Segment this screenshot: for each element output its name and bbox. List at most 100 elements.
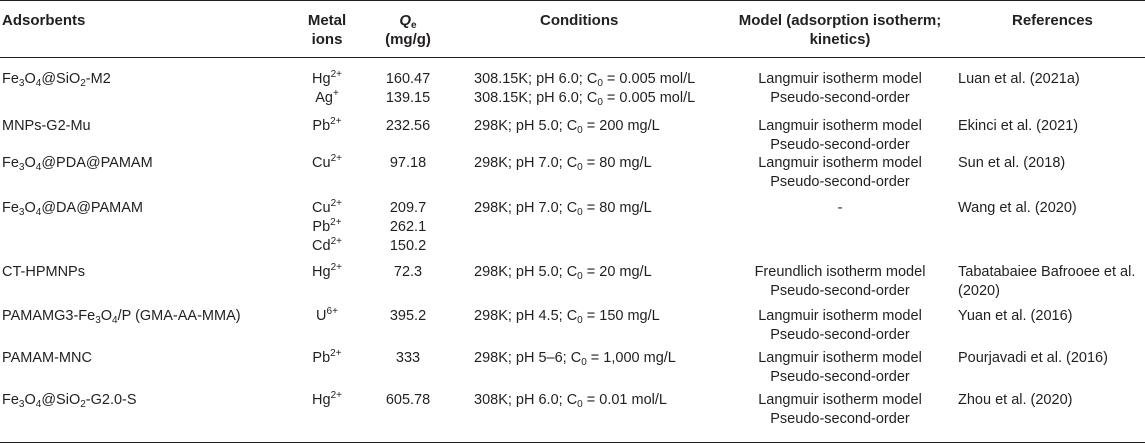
adsorbent-part: O [100, 308, 113, 324]
metal-ion-part: 2+ [330, 153, 342, 164]
metal-ion-part: Pb [312, 350, 331, 366]
conditions-part: = 20 mg/L [582, 264, 652, 280]
reference-cell: Wang et al. (2020) [958, 200, 1077, 216]
metal-ion-part: 2+ [330, 69, 342, 80]
adsorbent-cell: Fe3O4@SiO2-G2.0-S [2, 391, 137, 410]
metal-ion-part: U [316, 308, 327, 324]
metal-ion-part: 2+ [330, 348, 342, 359]
adsorbent-part: @DA@PAMAM [41, 200, 144, 216]
qe-cell: 97.18 [389, 155, 427, 171]
header-adsorbents: Adsorbents [2, 12, 86, 29]
conditions-part: 308.15K; pH 6.0; C [474, 90, 598, 106]
header-metal-ions: Metal ions [302, 11, 352, 49]
header-qe-symbol: Qe [378, 11, 438, 31]
conditions-part: = 1,000 mg/L [586, 350, 676, 366]
metal-ion-cell: Cu2+ [302, 199, 352, 218]
header-model-line1: Model (adsorption isotherm; [738, 12, 942, 29]
adsorbent-part: 3 [18, 162, 25, 173]
metal-ion-cell: Cd2+ [302, 237, 352, 256]
conditions-part: = 0.01 mol/L [582, 392, 667, 408]
conditions-part: 298K; pH 5–6; C [474, 350, 582, 366]
header-metal-ions-line2: ions [311, 31, 343, 48]
metal-ion-part: 2+ [330, 116, 342, 127]
adsorbent-part: 4 [35, 162, 42, 173]
adsorbent-part: Fe [2, 200, 19, 216]
header-model: Model (adsorption isotherm; kinetics) [720, 11, 960, 49]
adsorbent-part: 4 [35, 399, 42, 410]
adsorbent-part: /P (GMA-AA-MMA) [117, 308, 241, 324]
conditions-part: 298K; pH 4.5; C [474, 308, 578, 324]
conditions-part: 298K; pH 5.0; C [474, 264, 578, 280]
metal-ion-part: Cd [312, 238, 331, 254]
model-cell: Langmuir isotherm model [758, 308, 922, 324]
adsorbent-part: O [24, 155, 36, 171]
adsorbent-cell: Fe3O4@DA@PAMAM [2, 199, 143, 218]
metal-ion-part: + [332, 88, 339, 99]
model-cell: Pseudo-second-order [770, 174, 910, 190]
adsorbent-cell: PAMAM-MNC [2, 349, 92, 368]
adsorbent-part: MNPs-G2-Mu [2, 118, 91, 134]
metal-ion-part: Cu [312, 200, 331, 216]
model-cell: - [837, 200, 843, 216]
adsorbent-part: O [24, 392, 36, 408]
qe-cell: 262.1 [389, 219, 427, 235]
qe-subscript: e [411, 20, 417, 31]
qe-cell: 395.2 [389, 308, 427, 324]
model-cell: Langmuir isotherm model [758, 118, 922, 134]
reference-cell: Yuan et al. (2016) [958, 308, 1073, 324]
metal-ion-cell: Pb2+ [302, 349, 352, 368]
model-cell: Langmuir isotherm model [758, 350, 922, 366]
adsorbent-part: 2 [80, 399, 86, 410]
model-cell: Langmuir isotherm model [758, 392, 922, 408]
metal-ion-part: Pb [312, 118, 331, 134]
conditions-part: 0 [597, 78, 603, 89]
metal-ion-part: Cu [312, 155, 331, 171]
conditions-part: 298K; pH 5.0; C [474, 118, 578, 134]
metal-ion-cell: Pb2+ [302, 117, 352, 136]
conditions-part: 0 [577, 271, 583, 282]
header-rule [0, 57, 1145, 58]
adsorbent-part: 4 [35, 207, 42, 218]
metal-ion-cell: Hg2+ [302, 70, 352, 89]
adsorbent-part: 4 [112, 315, 118, 326]
qe-cell: 72.3 [393, 264, 423, 280]
conditions-cell: 308.15K; pH 6.0; C0 = 0.005 mol/L [474, 70, 695, 89]
adsorbent-cell: PAMAMG3-Fe3O4/P (GMA-AA-MMA) [2, 307, 241, 326]
metal-ion-cell: Ag+ [302, 89, 352, 108]
model-cell: Pseudo-second-order [770, 327, 910, 343]
qe-cell: 139.15 [385, 90, 431, 106]
conditions-cell: 298K; pH 5–6; C0 = 1,000 mg/L [474, 349, 676, 368]
reference-cell: Sun et al. (2018) [958, 155, 1066, 171]
metal-ion-part: 6+ [326, 306, 338, 317]
model-cell: Pseudo-second-order [770, 90, 910, 106]
qe-cell: 333 [395, 350, 421, 366]
conditions-part: = 0.005 mol/L [602, 90, 696, 106]
header-qe-unit: (mg/g) [385, 31, 431, 48]
adsorbent-part: 3 [18, 399, 25, 410]
model-cell: Pseudo-second-order [770, 411, 910, 427]
model-cell: Langmuir isotherm model [758, 71, 922, 87]
qe-cell: 150.2 [389, 238, 427, 254]
adsorbent-cell: Fe3O4@SiO2-M2 [2, 70, 111, 89]
qe-cell: 209.7 [389, 200, 427, 216]
adsorbent-part: O [24, 71, 36, 87]
metal-ion-cell: Pb2+ [302, 218, 352, 237]
conditions-cell: 298K; pH 4.5; C0 = 150 mg/L [474, 307, 660, 326]
adsorbent-part: PAMAM-MNC [2, 350, 92, 366]
conditions-part: 0 [577, 315, 583, 326]
adsorbent-part: @SiO [41, 392, 81, 408]
conditions-part: 0 [577, 207, 583, 218]
bottom-rule [0, 442, 1145, 443]
conditions-cell: 298K; pH 7.0; C0 = 80 mg/L [474, 154, 652, 173]
adsorbent-part: 4 [35, 78, 42, 89]
header-conditions: Conditions [540, 12, 619, 29]
conditions-part: 298K; pH 7.0; C [474, 200, 578, 216]
metal-ion-part: Ag [315, 90, 333, 106]
model-cell: Freundlich isotherm model [754, 264, 926, 280]
conditions-part: = 150 mg/L [582, 308, 660, 324]
metal-ion-part: Pb [312, 219, 331, 235]
conditions-cell: 298K; pH 5.0; C0 = 20 mg/L [474, 263, 652, 282]
qe-cell: 232.56 [385, 118, 431, 134]
metal-ion-cell: Hg2+ [302, 263, 352, 282]
